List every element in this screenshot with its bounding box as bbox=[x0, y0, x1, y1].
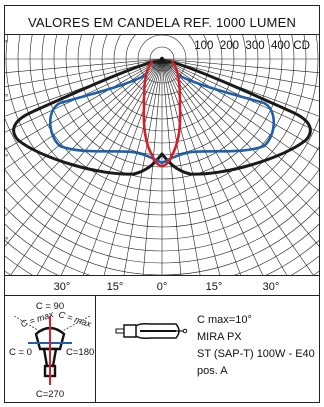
left-tick-4: ° bbox=[5, 236, 8, 245]
polar-diagram bbox=[5, 35, 319, 275]
sheet-frame bbox=[4, 5, 320, 403]
grid-ray bbox=[161, 58, 221, 275]
angle-label-15-right: 15° bbox=[206, 281, 223, 293]
grid-ray bbox=[161, 58, 319, 133]
grid-ray bbox=[161, 58, 319, 192]
c180-label: C=180 bbox=[66, 347, 94, 358]
angle-label-30-right: 30° bbox=[263, 281, 280, 293]
grid-ray bbox=[161, 58, 264, 275]
grid-ray bbox=[161, 58, 182, 275]
grid-ray bbox=[10, 58, 163, 275]
grid-ray bbox=[5, 58, 163, 247]
grid-ray bbox=[103, 58, 163, 275]
c-max-right-label: C = max bbox=[57, 309, 93, 329]
grid-ray bbox=[161, 58, 314, 275]
grid-ray bbox=[161, 58, 319, 102]
grid-ray bbox=[36, 58, 163, 275]
sodium-lamp-icon bbox=[115, 323, 188, 339]
lamp-model: MIRA PX bbox=[197, 331, 242, 343]
grid-ray bbox=[161, 58, 319, 247]
grid-ray bbox=[142, 58, 163, 275]
grid-ray bbox=[161, 58, 319, 87]
angle-label-15-left: 15° bbox=[107, 281, 124, 293]
grid-ray bbox=[161, 58, 201, 275]
grid-ray bbox=[161, 58, 319, 74]
lamp-type: ST (SAP-T) 100W - E40 bbox=[197, 348, 315, 360]
grid-ray bbox=[5, 58, 163, 133]
grid-ray bbox=[5, 58, 163, 102]
intensity-curve-blue bbox=[48, 73, 276, 165]
grid-ray bbox=[5, 58, 163, 217]
left-tick-1: ° bbox=[5, 39, 8, 48]
lamp-cmax: C max=10° bbox=[197, 314, 252, 326]
grid-ray bbox=[5, 58, 163, 74]
grid-ray bbox=[161, 58, 319, 217]
lamp-position: pos. A bbox=[197, 365, 228, 377]
c270-label: C=270 bbox=[36, 389, 64, 400]
polar-origin bbox=[159, 56, 165, 62]
intensity-curve-red bbox=[142, 60, 182, 168]
grid-ray bbox=[5, 58, 163, 192]
angle-label-0: 0° bbox=[157, 281, 168, 293]
c90-label: C = 90 bbox=[36, 301, 64, 312]
grid-ray bbox=[60, 58, 163, 275]
grid-ray bbox=[5, 58, 163, 170]
c-plane-diagram: C = 90 C = max C = max C = 0 C=180 C=270 bbox=[9, 301, 94, 400]
grid-ray bbox=[123, 58, 163, 275]
grid-ray bbox=[5, 58, 163, 87]
c0-label: C = 0 bbox=[9, 347, 32, 358]
left-tick-3: ° bbox=[5, 153, 8, 162]
header-title: VALORES EM CANDELA REF. 1000 LUMEN bbox=[28, 15, 296, 30]
angle-label-30-left: 30° bbox=[54, 281, 71, 293]
grid-ray bbox=[161, 58, 319, 170]
left-tick-2: ° bbox=[5, 93, 8, 102]
intensity-curve-black bbox=[12, 60, 312, 176]
grid-ray bbox=[161, 58, 288, 275]
